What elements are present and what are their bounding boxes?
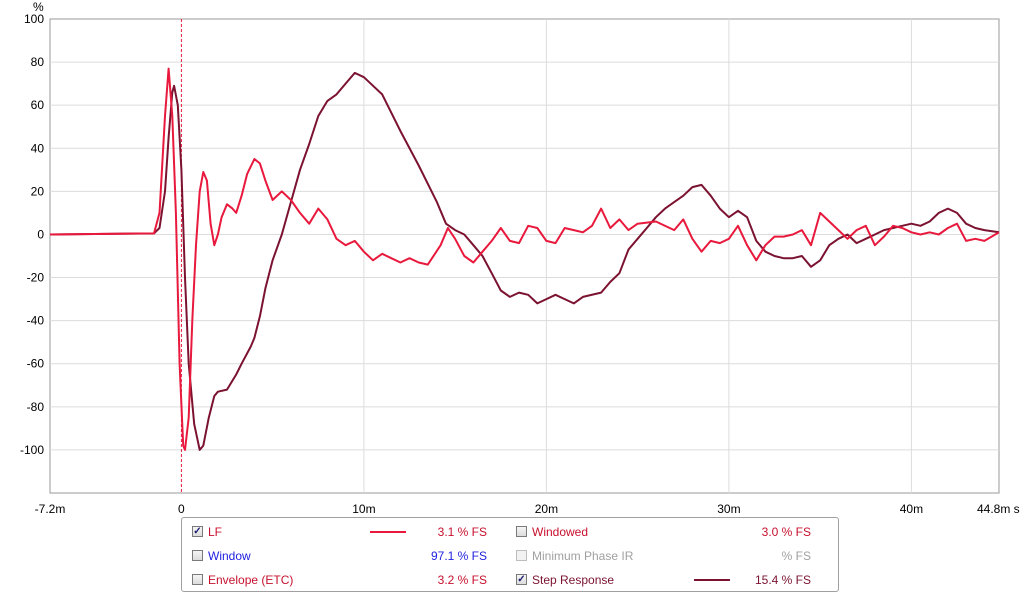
y-tick-label: -100 (20, 443, 44, 457)
y-tick-label: 0 (37, 227, 44, 241)
legend-label: Window (208, 549, 251, 563)
x-tick-label: 10m (352, 502, 375, 515)
legend-panel: ✓ LF 3.1 % FS Window 97.1 % FS Envelope (ETC)… (181, 517, 839, 592)
y-tick-label: 60 (31, 98, 45, 112)
legend-item-envelope-etc: Envelope (ETC) 3.2 % FS (192, 571, 502, 589)
x-tick-label: 30m (717, 502, 740, 515)
y-axis-label: % (33, 0, 44, 14)
impulse-response-chart[interactable]: 100 80 60 40 20 0 -20 -40 -60 -80 -100 -7.2m 0 10m 20… (0, 0, 1024, 515)
y-tick-label: 40 (31, 141, 45, 155)
legend-label: Envelope (ETC) (208, 573, 294, 587)
y-tick-label: 100 (24, 12, 44, 26)
legend-label: Minimum Phase IR (532, 549, 634, 563)
y-tick-label: -20 (27, 271, 45, 285)
legend-item-windowed: Windowed 3.0 % FS (516, 523, 826, 541)
legend-label: LF (208, 525, 223, 539)
legend-item-step-response: ✓ Step Response 15.4 % FS (516, 571, 826, 589)
x-tick-label: 40m (900, 502, 923, 515)
series-line-lf (49, 67, 1000, 451)
legend-value: 15.4 % FS (754, 573, 811, 587)
legend-value: % FS (781, 549, 811, 563)
x-tick-label: 44.8m s (977, 502, 1020, 515)
legend-checkbox-window[interactable] (192, 550, 203, 561)
plot-area[interactable] (49, 18, 1000, 494)
legend-checkbox-minimum-phase-ir[interactable] (516, 550, 527, 561)
legend-value: 3.1 % FS (437, 525, 487, 539)
legend-item-lf: ✓ LF 3.1 % FS (192, 523, 502, 541)
x-tick-label: 20m (535, 502, 558, 515)
legend-item-minimum-phase-ir: Minimum Phase IR % FS (516, 547, 826, 565)
y-tick-label: -40 (27, 314, 45, 328)
legend-checkbox-lf[interactable]: ✓ (192, 526, 203, 537)
legend-checkbox-envelope-etc[interactable] (192, 574, 203, 585)
legend-value: 97.1 % FS (430, 549, 487, 563)
y-tick-label: -80 (27, 400, 45, 414)
series-lines (49, 67, 1000, 451)
legend-value: 3.2 % FS (437, 573, 487, 587)
legend-line-swatch (370, 531, 406, 533)
x-tick-label: -7.2m (35, 502, 66, 515)
x-axis-ticks: -7.2m 0 10m 20m 30m 40m 44.8m s (35, 502, 1020, 515)
y-tick-label: 20 (31, 184, 45, 198)
legend-label: Step Response (532, 573, 615, 587)
y-axis-ticks: 100 80 60 40 20 0 -20 -40 -60 -80 -100 (20, 12, 44, 457)
legend-label: Windowed (532, 525, 589, 539)
legend-item-window: Window 97.1 % FS (192, 547, 502, 565)
legend-value: 3.0 % FS (761, 525, 811, 539)
legend-checkbox-windowed[interactable] (516, 526, 527, 537)
x-tick-label: 0 (178, 502, 185, 515)
legend-checkbox-step-response[interactable]: ✓ (516, 574, 527, 585)
legend-line-swatch (694, 579, 730, 581)
y-tick-label: 80 (31, 55, 45, 69)
y-tick-label: -60 (27, 357, 45, 371)
